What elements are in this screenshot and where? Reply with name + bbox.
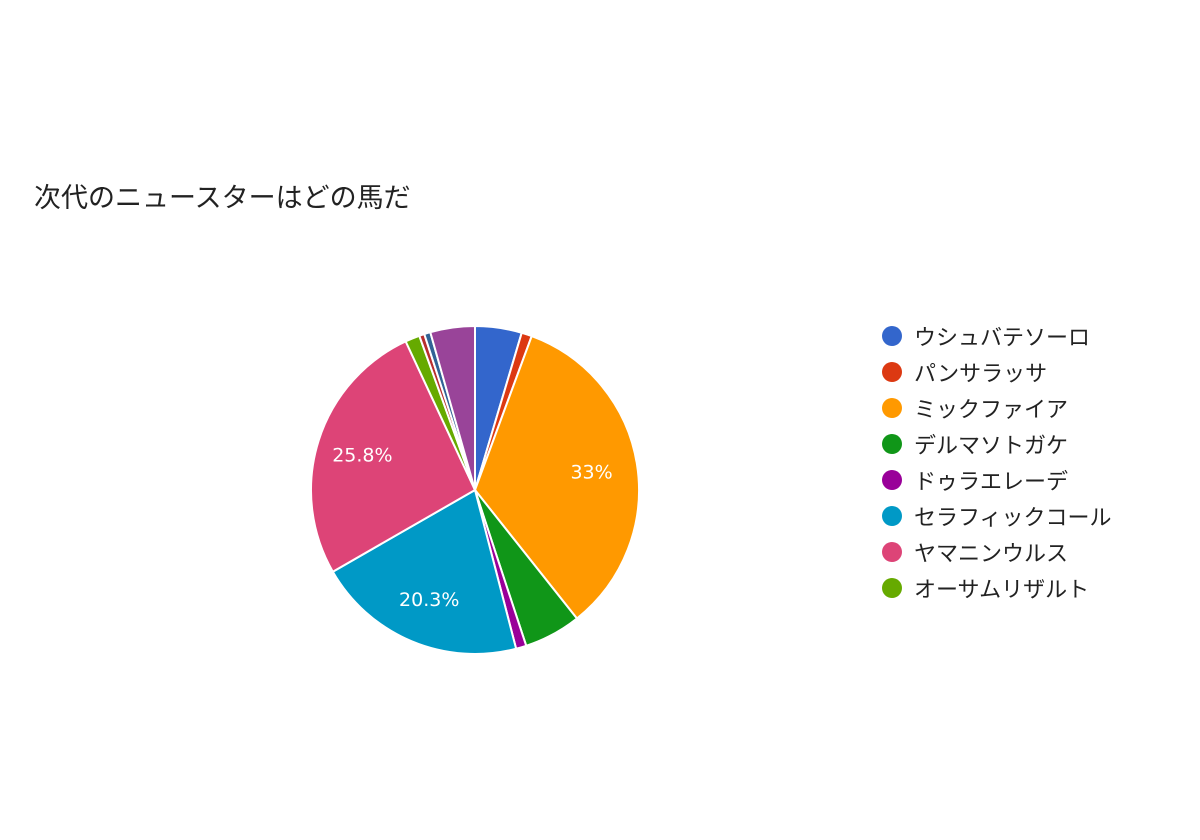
legend-label: ドゥラエレーデ [914,470,1069,495]
legend-label: ヤマニンウルス [914,542,1069,567]
legend-swatch [882,470,902,490]
pie-slice-label: 20.3% [399,589,459,611]
legend-swatch [882,542,902,562]
legend-item: パンサラッサ [882,354,1112,390]
chart-title: 次代のニュースターはどの馬だ [34,183,411,214]
legend-item: デルマソトガケ [882,426,1112,462]
pie-slice [429,324,476,491]
chart-legend: ウシュバテソーロ パンサラッサ ミックファイア デルマソトガケ ドゥラエレーデセラフィッ… [882,318,1112,606]
legend-item: ドゥラエレーデ [882,462,1112,498]
legend-swatch [882,398,902,418]
pie-slice-labels: 33% 20.3% 25.8% [332,444,612,611]
legend-label: パンサラッサ [914,362,1048,387]
legend-swatch [882,434,902,454]
pie-slice [473,334,641,620]
legend-label: オーサムリザルト [914,578,1090,603]
legend-item: ウシュバテソーロ [882,318,1112,354]
legend-item: ヤマニンウルス [882,534,1112,570]
pie-slice [331,488,518,655]
legend-item: ミックファイア [882,390,1112,426]
legend-label: ウシュバテソーロ [914,326,1091,351]
legend-swatch [882,362,902,382]
pie-slice-label: 25.8% [332,444,392,466]
legend-swatch [882,326,902,346]
legend-swatch [882,506,902,526]
legend-item: オーサムリザルト [882,570,1112,606]
pie-slice-label: 33% [570,461,612,483]
legend-label: ミックファイア [914,398,1069,423]
legend-label: セラフィックコール [914,506,1112,531]
pie-slices [310,324,641,655]
pie-slice [310,340,477,574]
legend-item: セラフィックコール [882,498,1112,534]
legend-swatch [882,578,902,598]
legend-label: デルマソトガケ [914,434,1069,459]
